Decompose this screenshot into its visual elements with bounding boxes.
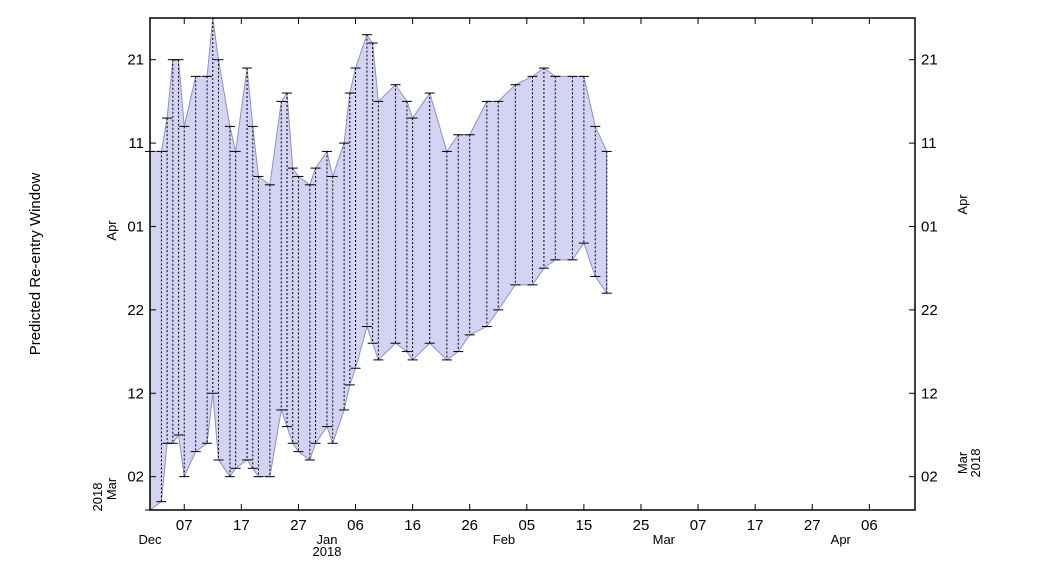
x-tick-label: 06 [347, 517, 364, 534]
x-year-label: 2018 [313, 544, 342, 559]
y-tick-label: 11 [128, 135, 144, 152]
x-month-label: Mar [653, 532, 676, 547]
y2-tick-label: 11 [921, 135, 937, 152]
x-month-label: Apr [831, 532, 852, 547]
x-month-label: Feb [493, 532, 515, 547]
y2-year-label: 2018 [968, 449, 983, 478]
x-month-label: Dec [138, 532, 162, 547]
y-tick-label: 02 [127, 469, 144, 486]
y-tick-label: 12 [127, 385, 144, 402]
y-year-label: 2018 [90, 483, 105, 512]
x-tick-label: 17 [747, 517, 764, 534]
y-tick-label: 22 [127, 302, 144, 319]
y2-tick-label: 12 [921, 385, 938, 402]
x-tick-label: 06 [861, 517, 878, 534]
y-axis-label: Predicted Re-entry Window [27, 173, 44, 356]
y2-tick-label: 01 [921, 218, 938, 235]
y-month-label: Apr [104, 220, 119, 241]
plot-frame [149, 17, 916, 511]
y-tick-label: 21 [127, 52, 144, 69]
x-tick-label: 16 [404, 517, 421, 534]
x-tick-label: 27 [804, 517, 821, 534]
y-month-label: Mar [104, 477, 119, 500]
y2-tick-label: 02 [921, 469, 938, 486]
x-tick-label: 26 [461, 517, 478, 534]
y-tick-label: 01 [127, 218, 144, 235]
x-tick-label: 25 [633, 517, 650, 534]
y2-month-label: Mar [955, 451, 970, 474]
x-month-label: Jan [316, 532, 337, 547]
x-tick-label: 07 [690, 517, 707, 534]
y2-tick-label: 21 [921, 52, 938, 69]
x-tick-label: 17 [233, 517, 250, 534]
x-tick-label: 27 [290, 517, 307, 534]
x-tick-label: 05 [518, 517, 535, 534]
y2-tick-label: 22 [921, 302, 938, 319]
x-tick-label: 15 [576, 517, 593, 534]
y2-month-label: Apr [955, 194, 970, 215]
x-tick-label: 07 [176, 517, 193, 534]
